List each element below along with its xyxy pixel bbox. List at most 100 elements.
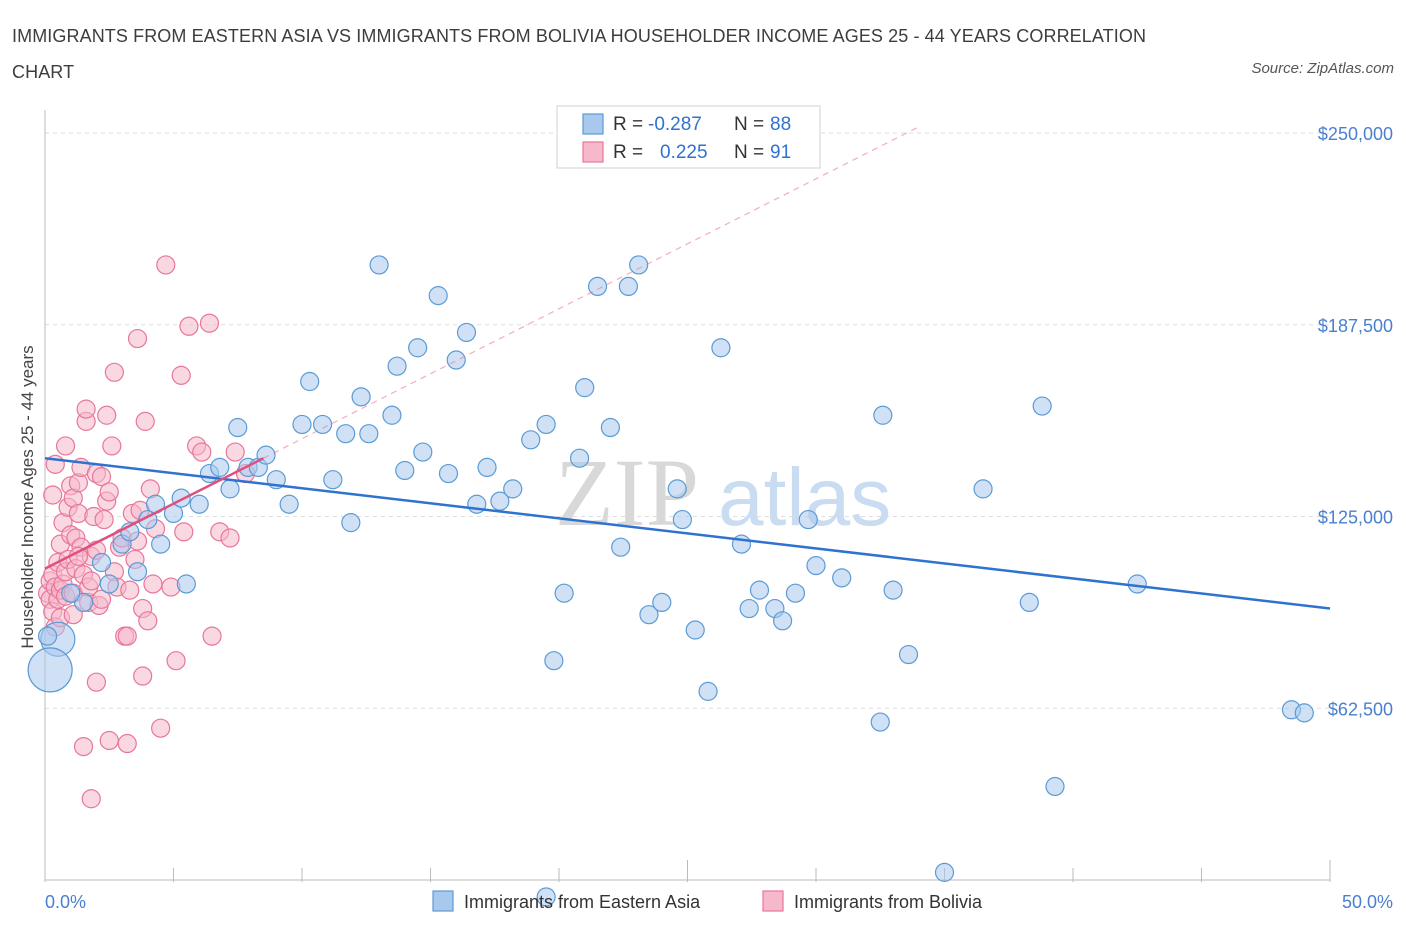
eastern-asia-point-17 (220, 479, 240, 499)
bolivia-point-29 (76, 399, 96, 419)
y-tick-labels: $62,500 $125,000 $187,500 $250,000 (1318, 124, 1393, 719)
bolivia-point-43 (97, 405, 117, 425)
bolivia-point-70 (166, 651, 186, 671)
x-tick-label-0: 0.0% (45, 892, 86, 912)
eastern-asia-trend-line (44, 456, 1331, 610)
legend-n-value-0: 88 (770, 114, 791, 135)
eastern-asia-point-50 (554, 583, 574, 603)
eastern-asia-point-85 (1294, 703, 1314, 723)
bolivia-point-84 (99, 730, 119, 751)
eastern-asia-point-53 (587, 276, 608, 296)
bolivia-point-69 (161, 577, 181, 597)
eastern-asia-point-66 (739, 598, 759, 619)
chart-title: IMMIGRANTS FROM EASTERN ASIA VS IMMIGRAN… (12, 26, 1147, 82)
eastern-asia-point-75 (873, 405, 893, 425)
eastern-asia-point-49 (544, 651, 564, 671)
source-label: Source: ZipAtlas.com (1251, 60, 1394, 77)
eastern-asia-point-81 (1032, 396, 1052, 416)
bolivia-point-79 (220, 528, 240, 548)
bolivia-trend-line (44, 457, 265, 570)
x-tick-labels: 0.0% 50.0% (45, 892, 1393, 912)
y-axis-label: Householder Income Ages 25 - 44 years (18, 345, 37, 648)
eastern-asia-point-55 (611, 537, 631, 557)
eastern-asia-point-36 (408, 338, 428, 358)
bolivia-point-23 (68, 503, 89, 524)
bolivia-point-68 (156, 255, 176, 275)
eastern-asia-point-80 (1019, 592, 1039, 613)
legend-swatch-pink (582, 141, 604, 163)
bolivia-point-62 (135, 411, 155, 431)
bolivia-point-36 (86, 672, 107, 692)
bolivia-point-52 (117, 626, 137, 646)
eastern-asia-point-7 (127, 562, 148, 582)
bolivia-point-80 (225, 442, 245, 462)
eastern-asia-point-73 (832, 568, 852, 588)
legend-n-label-1: N = (734, 142, 764, 163)
bolivia-point-67 (151, 718, 171, 738)
bolivia-point-89 (63, 605, 83, 625)
eastern-asia-point-82 (1045, 776, 1065, 797)
eastern-asia-point-26 (312, 414, 333, 435)
eastern-asia-point-69 (772, 611, 793, 631)
eastern-asia-point-87 (61, 583, 81, 603)
bolivia-point-82 (73, 736, 94, 757)
eastern-asia-point-13 (176, 574, 196, 594)
eastern-asia-point-12 (171, 488, 191, 508)
eastern-asia-point-30 (351, 387, 371, 407)
bolivia-point-76 (199, 313, 220, 333)
eastern-asia-point-25 (300, 371, 320, 392)
eastern-asia-point-78 (934, 862, 955, 882)
watermark-atlas: atlas (718, 452, 891, 543)
bolivia-point-32 (81, 571, 101, 591)
bolivia-point-75 (192, 442, 212, 462)
eastern-asia-point-48 (536, 887, 556, 907)
bolivia-trend-extension (263, 126, 920, 459)
eastern-asia-point-41 (456, 322, 477, 343)
watermark: ZIP atlas (555, 439, 891, 546)
bolivia-point-65 (143, 574, 163, 594)
bolivia-point-63 (138, 611, 158, 631)
correlation-legend: R = -0.287 N = 88 R = 0.225 N = 91 (556, 105, 821, 169)
bolivia-point-58 (127, 328, 148, 349)
bottom-legend-swatch-blue (432, 890, 454, 912)
eastern-asia-point-79 (973, 479, 993, 499)
eastern-asia-point-59 (652, 592, 672, 613)
eastern-asia-point-1 (27, 647, 73, 693)
bolivia-point-39 (91, 467, 112, 487)
bolivia-point-46 (104, 362, 124, 382)
eastern-asia-point-47 (536, 414, 556, 435)
eastern-asia-point-32 (369, 255, 389, 275)
eastern-asia-point-63 (698, 681, 718, 701)
legend-r-value-1: 0.225 (660, 142, 708, 163)
eastern-asia-point-54 (600, 417, 621, 438)
bolivia-point-72 (174, 522, 194, 542)
legend-n-value-1: 91 (770, 142, 791, 163)
eastern-asia-point-64 (711, 338, 731, 358)
eastern-asia-point-56 (618, 276, 638, 296)
bolivia-point-60 (133, 666, 153, 686)
eastern-asia-point-58 (639, 605, 659, 625)
eastern-asia-point-38 (428, 286, 448, 306)
y-tick-label-3: $250,000 (1318, 124, 1393, 144)
eastern-asia-point-61 (672, 509, 692, 530)
eastern-asia-point-35 (395, 460, 415, 481)
y-tick-label-0: $62,500 (1328, 699, 1393, 719)
eastern-asia-point-67 (749, 580, 770, 600)
trend-lines (44, 126, 1331, 610)
bolivia-point-88 (55, 436, 76, 456)
series-legend: Immigrants from Eastern Asia Immigrants … (432, 890, 983, 912)
bolivia-point-45 (102, 436, 122, 456)
eastern-asia-point-23 (279, 494, 299, 514)
eastern-asia-point-77 (898, 644, 919, 665)
eastern-asia-point-37 (413, 442, 433, 462)
eastern-asia-point-46 (521, 430, 541, 450)
eastern-asia-point-60 (667, 479, 687, 499)
eastern-asia-point-18 (228, 417, 248, 438)
eastern-asia-points (27, 255, 1314, 907)
eastern-asia-point-51 (569, 448, 590, 468)
bolivia-point-77 (202, 626, 222, 646)
bolivia-point-44 (99, 482, 119, 502)
bolivia-point-71 (171, 365, 191, 385)
bottom-legend-swatch-pink (762, 890, 784, 912)
